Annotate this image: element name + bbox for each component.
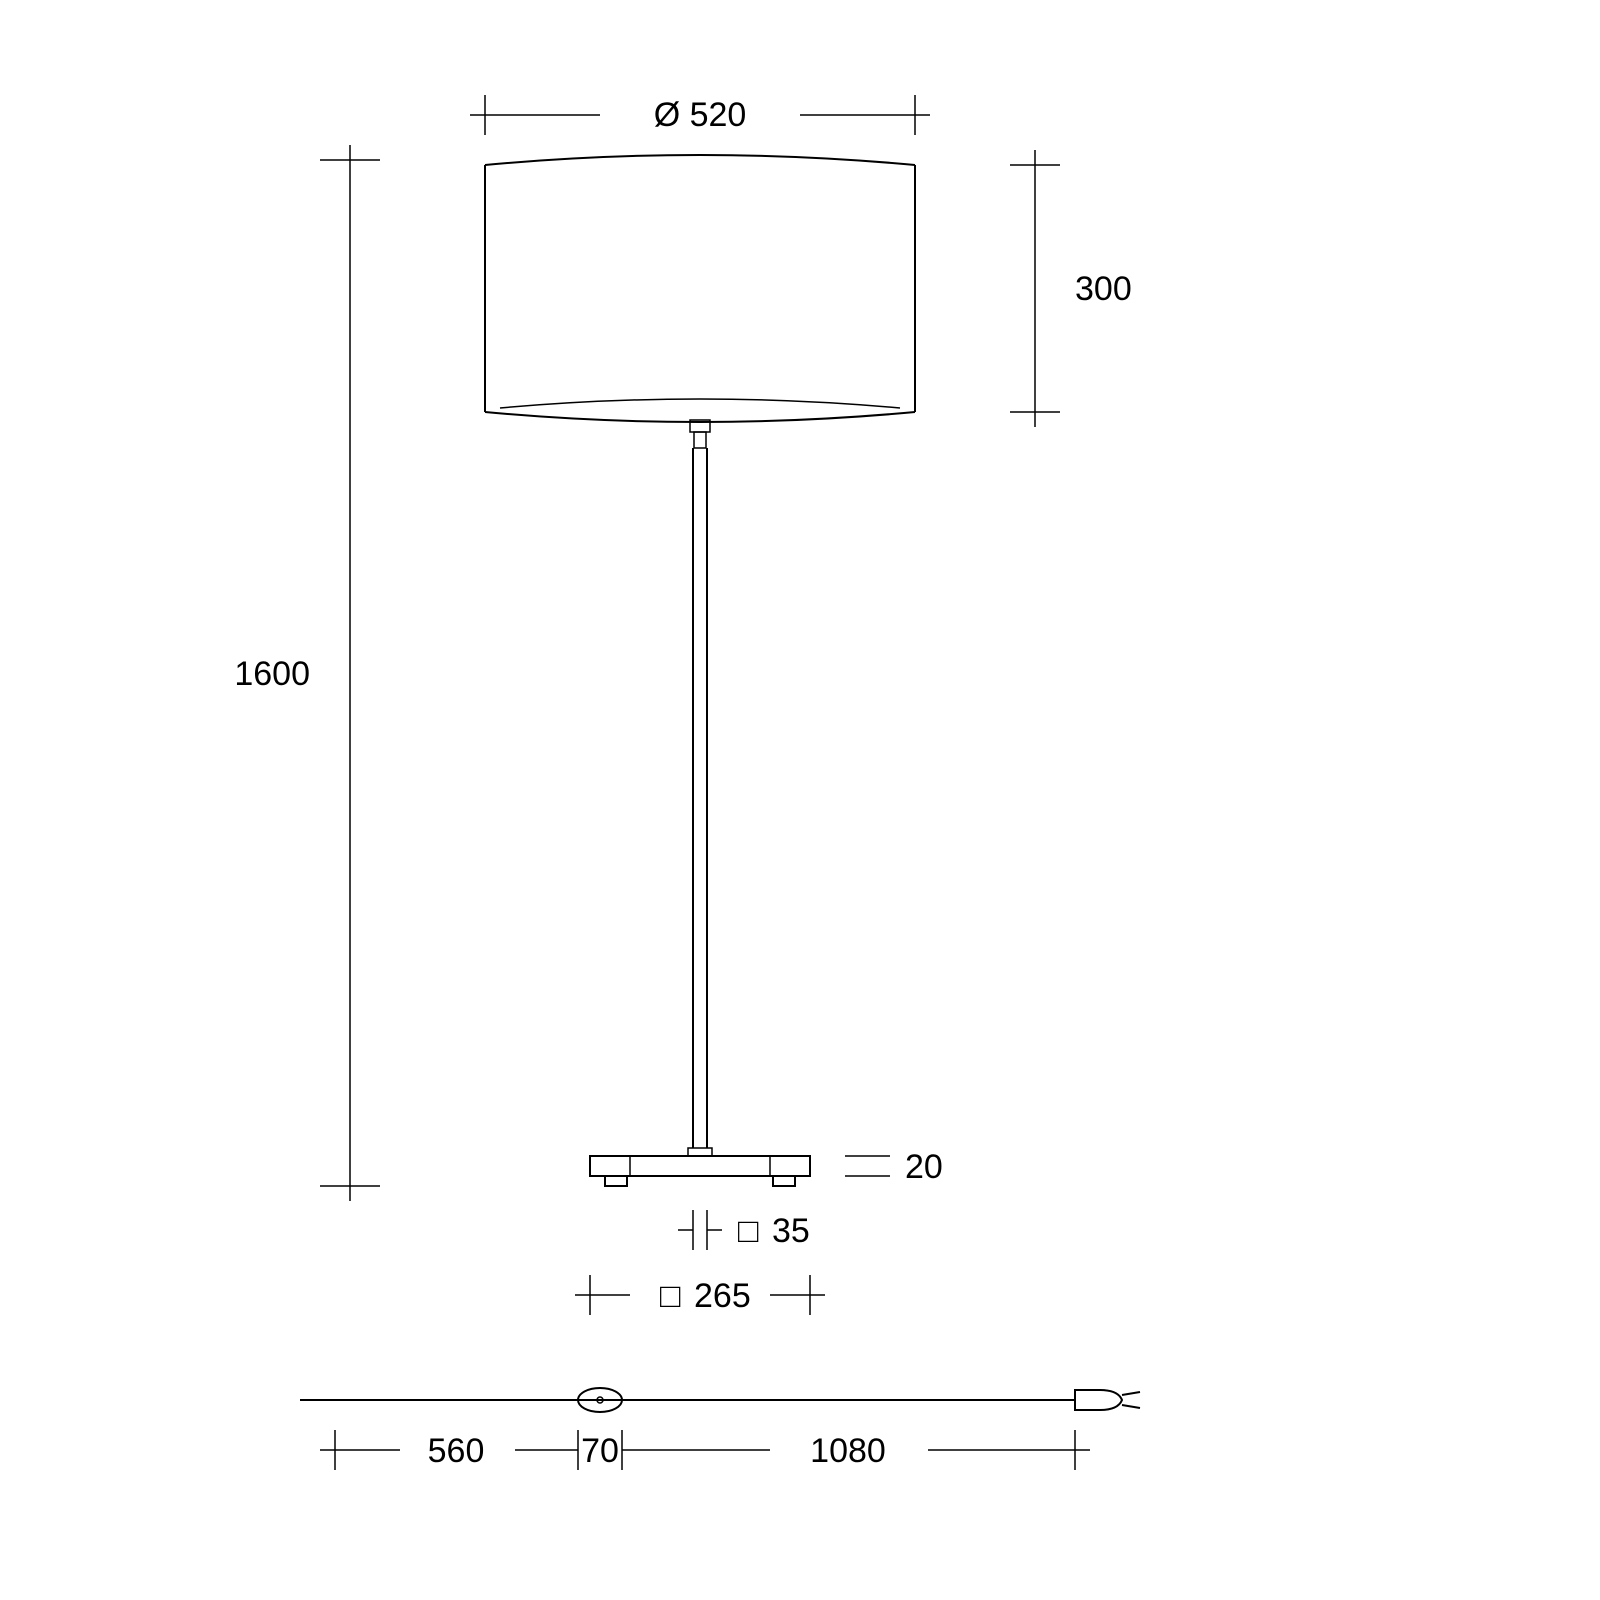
label-cord-c: 1080 [810,1432,886,1470]
lamp-technical-drawing: Ø 520 300 1600 20 □ 35 [0,0,1600,1600]
dim-shade-diameter: Ø 520 [470,95,930,135]
label-shade-height: 300 [1075,270,1132,308]
label-total-height: 1600 [234,655,310,693]
label-shade-diameter: Ø 520 [654,96,747,134]
lamp-shade [485,155,915,448]
lamp-pole [693,448,707,1148]
power-cord [300,1388,1140,1412]
label-pole-square: 35 [772,1212,810,1250]
label-cord-b: 70 [581,1432,619,1470]
label-base-square: 265 [694,1277,751,1315]
dim-base-square: □ 265 [575,1275,825,1315]
label-cord-a: 560 [428,1432,485,1470]
dim-pole-square: □ 35 [678,1210,810,1250]
lamp-base [590,1148,810,1186]
label-pole-square-sym: □ [738,1212,759,1250]
dim-total-height: 1600 [234,145,380,1201]
label-base-square-sym: □ [660,1277,681,1315]
dim-base-thickness: 20 [845,1148,943,1186]
dim-cord: 560 70 1080 [320,1430,1090,1470]
dim-shade-height: 300 [1010,150,1132,427]
label-base-thickness: 20 [905,1148,943,1186]
